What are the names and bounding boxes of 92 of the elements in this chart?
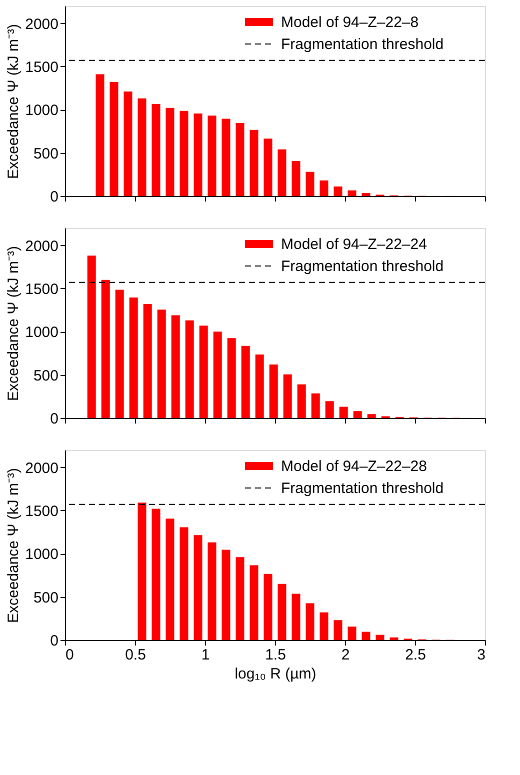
y-tick-label: 500 [33, 145, 58, 162]
bar [222, 118, 230, 196]
x-tick-label: 1.5 [265, 646, 286, 664]
bar [255, 354, 264, 418]
legend-label: Fragmentation threshold [281, 36, 444, 53]
legend-label: Model of 94–Z–22–24 [281, 236, 427, 253]
y-tick-label: 0 [50, 410, 58, 428]
bar [199, 326, 208, 418]
bar [250, 130, 258, 196]
bar [124, 92, 132, 196]
bar [152, 508, 160, 640]
bar [325, 401, 334, 418]
x-tick-label: 2.5 [405, 646, 426, 664]
bar [292, 161, 300, 196]
bar [348, 626, 356, 640]
bar [362, 632, 370, 640]
bar [110, 82, 118, 196]
bar [334, 620, 342, 640]
bar [283, 374, 292, 418]
bar [362, 192, 370, 196]
x-axis-title: log₁₀ R (µm) [234, 666, 316, 682]
bar [297, 384, 306, 418]
bar [96, 74, 104, 196]
bar [157, 310, 166, 418]
y-tick-label: 1000 [25, 324, 58, 342]
bar [241, 346, 250, 418]
bar [180, 527, 188, 640]
legend-label: Fragmentation threshold [281, 258, 444, 275]
bar [129, 298, 138, 418]
legend-label: Model of 94–Z–22–28 [281, 458, 427, 475]
bar [152, 104, 160, 196]
y-tick-label: 0 [50, 188, 58, 206]
bar [180, 110, 188, 196]
y-axis-title: Exceedance Ψ (kJ m⁻³) [5, 468, 22, 624]
bar [138, 98, 146, 196]
bar [306, 172, 314, 196]
bar [87, 256, 96, 418]
y-axis-title: Exceedance Ψ (kJ m⁻³) [5, 246, 22, 402]
bar [138, 502, 146, 640]
bar [339, 406, 348, 418]
y-tick-label: 1500 [25, 58, 58, 76]
bar [390, 637, 398, 640]
bar [278, 584, 286, 640]
y-tick-label: 0 [50, 632, 58, 650]
y-tick-label: 2000 [25, 238, 58, 255]
bar [269, 364, 278, 418]
y-tick-label: 500 [33, 367, 58, 384]
bar [376, 634, 384, 640]
legend-label: Model of 94–Z–22–8 [281, 14, 419, 31]
bar [143, 304, 152, 418]
legend-label: Fragmentation threshold [281, 480, 444, 497]
bar [264, 574, 272, 640]
bar [166, 108, 174, 196]
x-tick-label: 0 [66, 646, 74, 664]
bar [227, 338, 236, 418]
y-tick-label: 500 [33, 589, 58, 606]
bar [115, 290, 124, 418]
y-tick-label: 2000 [25, 460, 58, 477]
x-tick-label: 0.5 [125, 646, 146, 664]
x-tick-label: 3 [477, 646, 486, 664]
bar [320, 612, 328, 640]
bar [348, 190, 356, 196]
y-tick-label: 1500 [25, 280, 58, 298]
bar [194, 114, 202, 196]
bar [101, 280, 110, 418]
y-tick-label: 1000 [25, 546, 58, 564]
bar [171, 315, 180, 418]
bar [353, 411, 362, 418]
bar [194, 535, 202, 640]
bar [236, 557, 244, 640]
bar [250, 565, 258, 640]
bar [185, 320, 194, 418]
bar [334, 186, 342, 196]
bar [208, 116, 216, 196]
bar [208, 542, 216, 640]
bar [236, 123, 244, 196]
x-tick-label: 2 [341, 646, 350, 664]
y-tick-label: 1500 [25, 502, 58, 520]
bar [166, 518, 174, 640]
x-tick-label: 1 [201, 646, 210, 664]
bar [306, 603, 314, 640]
bar [264, 138, 272, 196]
bar [367, 414, 376, 418]
bar [292, 594, 300, 640]
y-tick-label: 2000 [25, 16, 58, 33]
bar [213, 332, 222, 418]
bar [311, 393, 320, 418]
bar [222, 550, 230, 640]
y-tick-label: 1000 [25, 102, 58, 120]
bar [320, 180, 328, 196]
y-axis-title: Exceedance Ψ (kJ m⁻³) [5, 24, 22, 180]
bar [278, 149, 286, 196]
